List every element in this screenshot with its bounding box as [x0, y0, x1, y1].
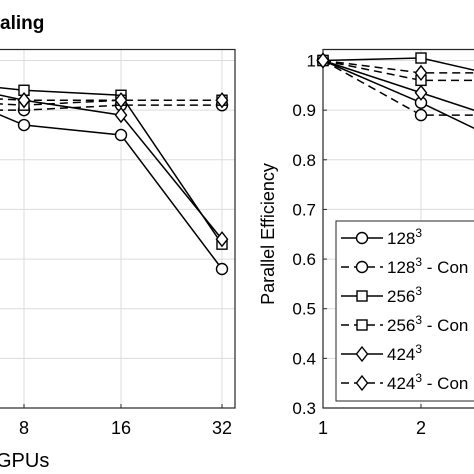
- x-tick-label: 16: [111, 418, 131, 438]
- series-line: [322, 59, 474, 82]
- left-chart-title: aling: [0, 13, 44, 34]
- legend-entry-5: 4243: [341, 342, 422, 364]
- data-point: [215, 92, 229, 109]
- legend-label: 1283 - Con: [387, 255, 468, 277]
- legend-marker: [355, 231, 369, 245]
- left-chart: 8 16 32: [0, 48, 236, 438]
- right-y-axis-label: Parallel Efficiency: [258, 163, 278, 305]
- series-line: [0, 98, 222, 101]
- data-point: [414, 84, 428, 101]
- data-point: [215, 262, 229, 276]
- x-tick-label: 2: [416, 418, 426, 438]
- right-plot-frame: [322, 48, 474, 409]
- legend-label: 4243 - Con: [387, 371, 468, 393]
- series-line: [322, 57, 474, 71]
- legend-entry-1: 1283: [341, 226, 422, 248]
- legend-entry-6: 4243 - Con: [341, 371, 468, 393]
- legend-entry-3: 2563: [341, 284, 422, 306]
- legend-label: 2563 - Con: [387, 313, 468, 335]
- x-tick-label: 8: [19, 418, 29, 438]
- data-point: [215, 231, 229, 248]
- legend-box: [335, 220, 474, 402]
- data-point: [17, 92, 31, 109]
- data-point: [316, 52, 330, 69]
- left-plot-frame: [0, 48, 236, 409]
- legend-marker: [355, 345, 369, 363]
- y-tick-label: 0.7: [292, 200, 316, 219]
- legend-label: 1283: [387, 226, 422, 248]
- x-tick-label: 1: [318, 418, 328, 438]
- legend-label: 2563: [387, 284, 422, 306]
- data-point: [114, 92, 128, 109]
- legend: 1283 1283 - Con 2563 2563 - Con 4243 4243 - C…: [335, 220, 474, 402]
- legend-marker: [355, 374, 369, 392]
- y-tick-label: 0.6: [292, 250, 316, 269]
- series-line: [0, 104, 222, 111]
- series-line: [0, 114, 223, 270]
- y-tick-label: 0.5: [292, 300, 316, 319]
- left-series-4: [0, 94, 228, 111]
- legend-marker: [355, 260, 369, 274]
- left-x-axis-label: GPUs: [0, 450, 49, 472]
- data-point: [414, 64, 428, 82]
- data-point: [414, 108, 428, 122]
- legend-marker: [356, 319, 368, 331]
- y-tick-label: 0.9: [292, 101, 316, 120]
- data-point: [114, 128, 128, 142]
- left-series-6: [0, 92, 229, 109]
- right-chart: 0.3 0.4 0.5 0.6 0.7 0.8 0.9 1 1 2: [292, 48, 474, 438]
- legend-marker: [356, 290, 368, 302]
- right-series-6: [316, 52, 474, 82]
- series-line: [0, 94, 223, 240]
- data-point: [17, 118, 31, 132]
- x-tick-label: 32: [212, 418, 232, 438]
- legend-label: 4243: [387, 342, 422, 364]
- y-tick-label: 0.8: [292, 151, 316, 170]
- y-tick-label: 0.4: [292, 349, 316, 368]
- y-tick-label: 1: [307, 52, 316, 71]
- data-point: [415, 52, 427, 64]
- series-line: [0, 86, 223, 245]
- left-series-1: [0, 114, 229, 276]
- legend-entry-4: 2563 - Con: [341, 313, 468, 335]
- legend-entry-2: 1283 - Con: [341, 255, 468, 277]
- y-tick-label: 0.3: [292, 399, 316, 418]
- data-point: [114, 106, 128, 124]
